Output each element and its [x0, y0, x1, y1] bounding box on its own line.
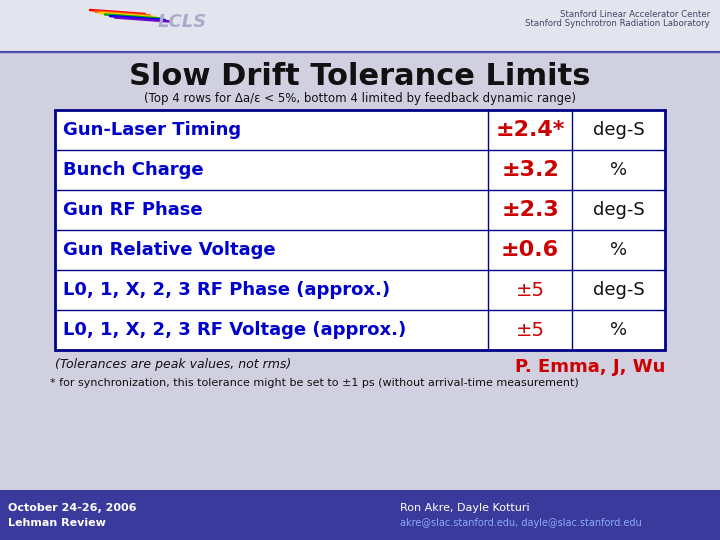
Text: P. Emma, J, Wu: P. Emma, J, Wu: [515, 358, 665, 376]
Text: %: %: [610, 161, 627, 179]
Text: Gun-Laser Timing: Gun-Laser Timing: [63, 121, 241, 139]
Text: L0, 1, X, 2, 3 RF Voltage (approx.): L0, 1, X, 2, 3 RF Voltage (approx.): [63, 321, 406, 339]
Text: (Top 4 rows for Δa/ε < 5%, bottom 4 limited by feedback dynamic range): (Top 4 rows for Δa/ε < 5%, bottom 4 limi…: [144, 92, 576, 105]
Text: ±2.3: ±2.3: [501, 200, 559, 220]
Text: Lehman Review: Lehman Review: [8, 518, 106, 528]
Bar: [0, 0, 720, 52]
Bar: [0, 490, 720, 540]
Text: L0, 1, X, 2, 3 RF Phase (approx.): L0, 1, X, 2, 3 RF Phase (approx.): [63, 281, 390, 299]
Text: %: %: [610, 241, 627, 259]
Text: Stanford Linear Accelerator Center: Stanford Linear Accelerator Center: [559, 10, 710, 19]
Bar: [55, 110, 665, 350]
Text: deg-S: deg-S: [593, 121, 644, 139]
Text: Bunch Charge: Bunch Charge: [63, 161, 204, 179]
Text: * for synchronization, this tolerance might be set to ±1 ps (without arrival-tim: * for synchronization, this tolerance mi…: [50, 378, 579, 388]
Text: akre@slac.stanford.edu, dayle@slac.stanford.edu: akre@slac.stanford.edu, dayle@slac.stanf…: [400, 518, 642, 528]
Text: Gun RF Phase: Gun RF Phase: [63, 201, 202, 219]
Text: %: %: [610, 321, 627, 339]
Text: Slow Drift Tolerance Limits: Slow Drift Tolerance Limits: [130, 62, 590, 91]
Text: deg-S: deg-S: [593, 201, 644, 219]
Text: deg-S: deg-S: [593, 281, 644, 299]
Text: Gun Relative Voltage: Gun Relative Voltage: [63, 241, 276, 259]
Text: ±3.2: ±3.2: [501, 160, 559, 180]
Bar: [55, 110, 665, 350]
Text: October 24-26, 2006: October 24-26, 2006: [8, 503, 137, 513]
Text: LCLS: LCLS: [158, 13, 207, 31]
Text: Ron Akre, Dayle Kotturi: Ron Akre, Dayle Kotturi: [400, 503, 530, 513]
Text: ±2.4*: ±2.4*: [495, 120, 564, 140]
Text: ±0.6: ±0.6: [501, 240, 559, 260]
Bar: [0, 52, 720, 490]
Text: (Tolerances are peak values, not rms): (Tolerances are peak values, not rms): [55, 358, 292, 371]
Text: ±5: ±5: [516, 321, 544, 340]
Text: ±5: ±5: [516, 280, 544, 300]
Text: Stanford Synchrotron Radiation Laboratory: Stanford Synchrotron Radiation Laborator…: [526, 19, 710, 28]
